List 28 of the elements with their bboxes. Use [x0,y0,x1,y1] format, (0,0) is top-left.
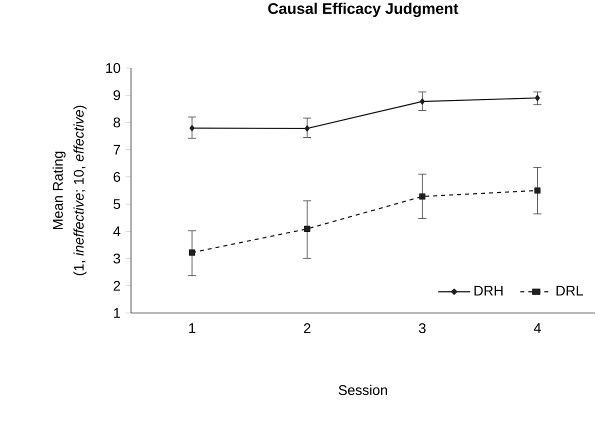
x-axis-title: Session [338,384,387,396]
y-axis-title: Mean Rating [52,152,66,230]
legend-label: DRL [556,286,583,296]
y-tick-label: 2 [114,280,120,291]
point [534,187,541,194]
y-tick-label: 4 [113,226,120,236]
text: (1, ineffective; 10, effective) [73,106,86,276]
point [419,193,426,200]
point [188,249,196,256]
legend-label: DRH [474,286,503,296]
y-tick-label: 1 [114,308,120,318]
point [534,94,540,102]
y-tick-label: 8 [114,117,120,128]
y-tick-label: 10 [106,63,120,73]
y-tick-label: 7 [114,144,120,154]
y-tick-label: 5 [114,199,120,209]
chart-title: Causal Efficacy Judgment [268,2,458,18]
x-tick-label: 1 [189,323,196,333]
y-tick-label: 9 [114,90,120,100]
y-tick-label: 6 [114,172,120,182]
point [420,98,425,105]
x-tick-label: 3 [418,323,426,334]
point [304,125,310,132]
x-tick-label: 4 [534,323,541,333]
point [304,226,310,232]
y-tick-label: 3 [113,254,120,264]
x-tick-label: 2 [304,323,310,334]
point [190,125,195,132]
